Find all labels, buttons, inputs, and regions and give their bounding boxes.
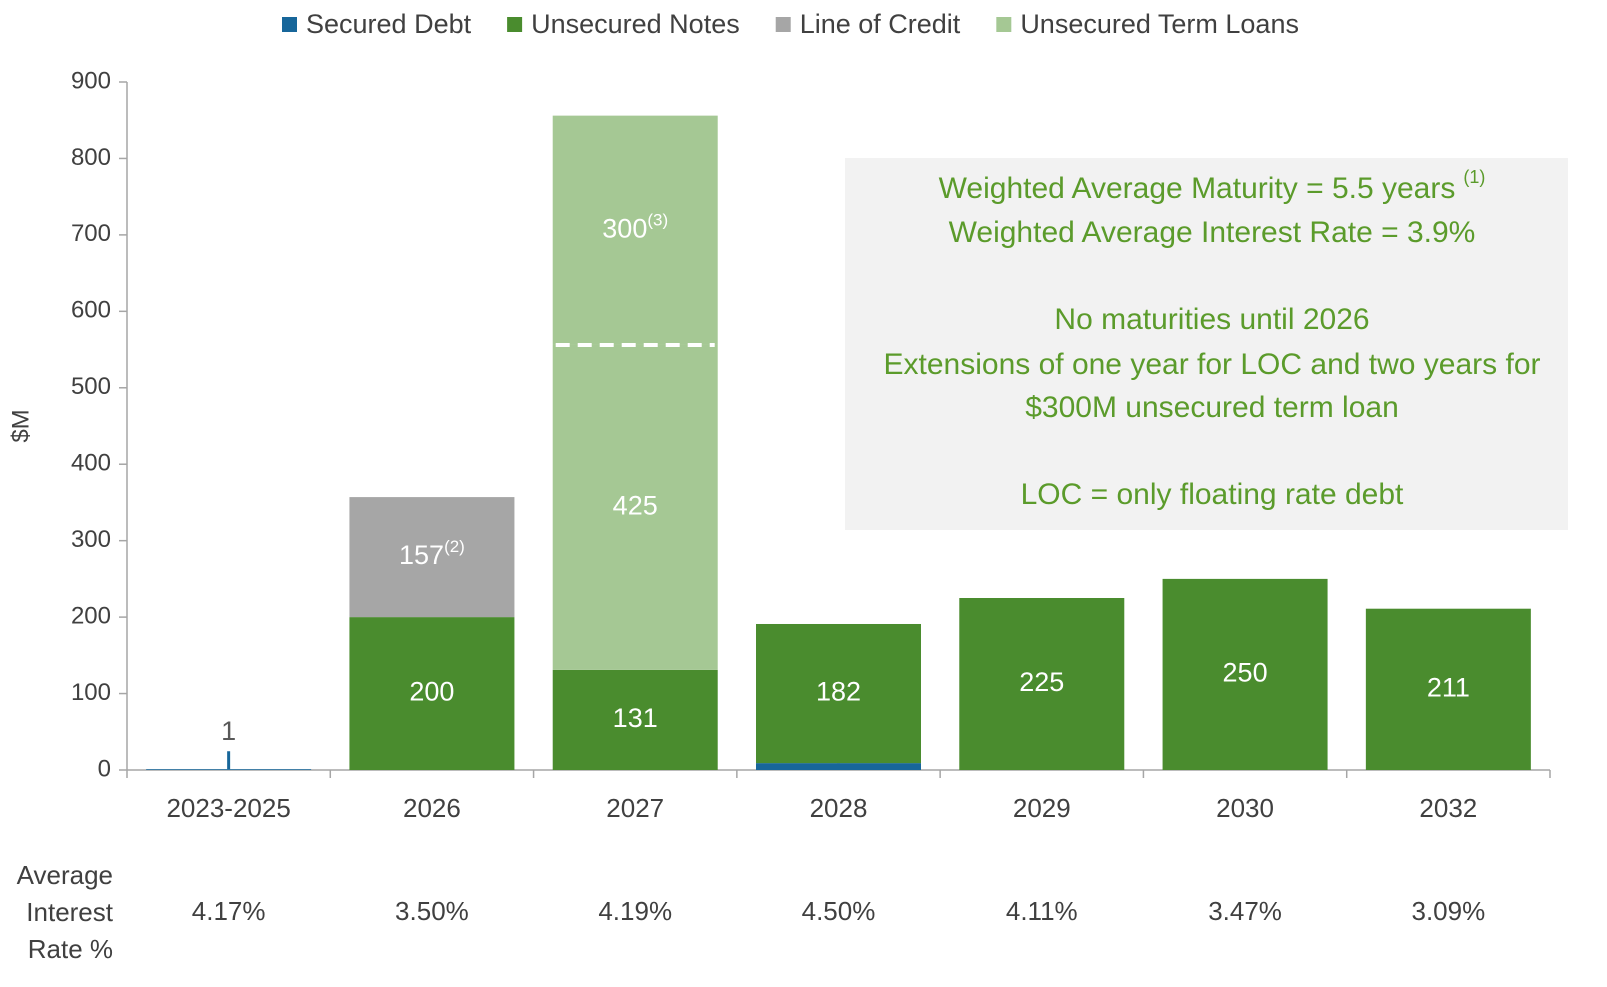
y-tick-label: 0 [98,755,111,782]
annotation-line: Extensions of one year for LOC and two y… [884,348,1541,381]
x-tick-label: 2026 [403,793,461,823]
annotation-text: LOC = only floating rate debt [1021,478,1404,511]
bar-segment [1365,608,1531,770]
legend-swatch [507,17,523,32]
rate-row-label: Interest [26,897,113,927]
bar-segment [552,115,718,345]
x-tick-label: 2023-2025 [166,793,290,823]
rate-value: 3.09% [1411,896,1485,926]
value-label: 1 [221,716,236,746]
value-label: 211 [1427,672,1470,702]
annotation-box [845,158,1568,530]
annotation-text: No maturities until 2026 [1054,303,1369,336]
rate-value: 4.11% [1006,896,1078,926]
annotation-line: Weighted Average Maturity = 5.5 years [939,172,1456,205]
rate-value: 3.47% [1208,896,1282,926]
legend-label: Unsecured Term Loans [1020,9,1299,39]
legend-swatch [996,17,1012,32]
annotation-line: $300M unsecured term loan [1025,391,1399,424]
x-tick-label: 2027 [606,793,664,823]
bar-segment [756,623,921,764]
value-label: 200 [409,677,454,707]
value-label: 131 [613,703,658,733]
y-tick-label: 200 [71,602,111,629]
value-label-number: 182 [816,677,861,707]
rate-value: 4.50% [802,896,876,926]
x-tick-label: 2028 [810,793,868,823]
legend-swatch [282,17,297,32]
bar-segment [349,617,515,770]
y-axis-label: $M [7,409,34,442]
annotation-line: No maturities until 2026 [1054,303,1369,336]
y-tick-label: 400 [71,450,111,477]
value-label: 157(2) [399,538,465,571]
value-label-number: 200 [409,677,454,707]
value-label-number: 250 [1223,658,1268,688]
bar-segment [1162,578,1328,770]
bar-segment [756,763,921,770]
value-label-number: 211 [1427,672,1470,702]
bar-segment [959,598,1125,770]
legend-swatch [775,17,791,32]
rate-value: 3.50% [395,896,469,926]
value-label: 182 [816,677,861,707]
annotation-line: LOC = only floating rate debt [1021,478,1404,511]
bar-segment [552,344,718,670]
y-tick-label: 100 [71,679,111,706]
value-label-number: 1 [221,716,236,746]
legend-label: Secured Debt [306,9,472,39]
legend-label: Unsecured Notes [531,9,740,39]
value-label: 425 [613,491,658,521]
rate-value: 4.19% [598,896,672,926]
legend-label: Line of Credit [800,9,961,39]
rate-value: 4.17% [192,896,266,926]
y-tick-label: 300 [71,526,111,553]
annotation-text: Weighted Average Interest Rate = 3.9% [949,216,1476,249]
value-label: 250 [1223,658,1268,688]
annotation-text: Weighted Average Maturity = 5.5 years (1) [939,167,1486,205]
bar-segment [349,497,515,618]
value-label-number: 225 [1019,667,1064,697]
x-tick-label: 2029 [1013,793,1071,823]
annotation-note: (1) [1463,167,1485,187]
value-label-number: 425 [613,491,658,521]
y-tick-label: 700 [71,220,111,247]
value-label-note: (2) [444,538,465,557]
value-label-number: 131 [613,703,658,733]
bar-segment [552,669,718,770]
y-tick-label: 500 [71,373,111,400]
bar-segment [146,769,312,770]
value-label-note: (3) [647,211,668,230]
rate-row-label: Rate % [28,934,113,964]
y-tick-label: 900 [71,67,111,94]
value-label-number: 157 [399,540,444,570]
annotation-text: Extensions of one year for LOC and two y… [884,348,1541,381]
rate-row-label: Average [17,860,113,890]
annotation-text: $300M unsecured term loan [1025,391,1399,424]
value-label: 300(3) [602,211,668,244]
y-tick-label: 800 [71,144,111,171]
value-label: 225 [1019,667,1064,697]
x-tick-label: 2032 [1419,793,1477,823]
value-label-number: 300 [602,213,647,243]
y-tick-label: 600 [71,297,111,324]
x-tick-label: 2030 [1216,793,1274,823]
annotation-line: Weighted Average Interest Rate = 3.9% [949,216,1476,249]
